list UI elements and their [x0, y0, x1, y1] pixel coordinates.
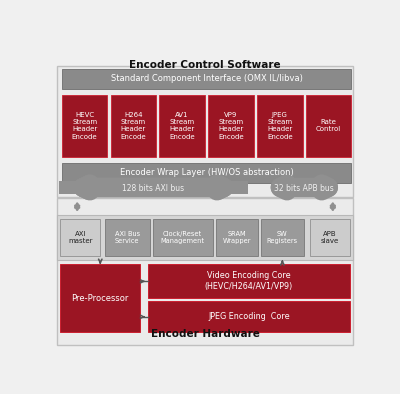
- Text: Encoder Hardware: Encoder Hardware: [150, 329, 260, 339]
- Bar: [159, 95, 205, 157]
- Bar: [62, 69, 351, 89]
- Bar: [105, 219, 150, 256]
- Bar: [62, 163, 351, 183]
- Bar: [216, 219, 258, 256]
- Text: JPEG Encoding  Core: JPEG Encoding Core: [208, 312, 290, 321]
- Bar: [148, 301, 350, 332]
- Bar: [208, 95, 254, 157]
- Text: SW
Registers: SW Registers: [267, 231, 298, 244]
- Bar: [306, 95, 351, 157]
- Text: Pre-Processor: Pre-Processor: [72, 294, 129, 303]
- Bar: [57, 215, 353, 260]
- Bar: [110, 95, 156, 157]
- Text: VP9
Stream
Header
Encode: VP9 Stream Header Encode: [218, 112, 244, 140]
- Text: 128 bits AXI bus: 128 bits AXI bus: [122, 184, 184, 193]
- Bar: [310, 219, 350, 256]
- Text: 32 bits APB bus: 32 bits APB bus: [274, 184, 334, 193]
- Bar: [60, 219, 100, 256]
- Text: Encoder Wrap Layer (HW/OS abstraction): Encoder Wrap Layer (HW/OS abstraction): [120, 168, 294, 177]
- Bar: [257, 95, 302, 157]
- Bar: [60, 264, 140, 332]
- Text: JPEG
Stream
Header
Encode: JPEG Stream Header Encode: [267, 112, 292, 140]
- Text: AXI
master: AXI master: [68, 231, 92, 244]
- Bar: [148, 264, 350, 298]
- Text: H264
Stream
Header
Encode: H264 Stream Header Encode: [120, 112, 146, 140]
- Text: AXI Bus
Service: AXI Bus Service: [115, 231, 140, 244]
- Text: Rate
Control: Rate Control: [316, 119, 341, 132]
- Text: Video Encoding Core
(HEVC/H264/AV1/VP9): Video Encoding Core (HEVC/H264/AV1/VP9): [205, 271, 293, 292]
- Text: Encoder Control Software: Encoder Control Software: [129, 59, 281, 70]
- Bar: [57, 198, 353, 344]
- Text: AV1
Stream
Header
Encode: AV1 Stream Header Encode: [169, 112, 195, 140]
- Text: Clock/Reset
Management: Clock/Reset Management: [161, 231, 205, 244]
- Text: HEVC
Stream
Header
Encode: HEVC Stream Header Encode: [72, 112, 98, 140]
- Bar: [62, 95, 108, 157]
- Bar: [261, 219, 304, 256]
- Text: SRAM
Wrapper: SRAM Wrapper: [223, 231, 251, 244]
- Text: Standard Component Interface (OMX IL/libva): Standard Component Interface (OMX IL/lib…: [111, 74, 302, 84]
- Bar: [59, 181, 248, 193]
- Text: APB
slave: APB slave: [321, 231, 339, 244]
- Bar: [57, 66, 353, 197]
- Bar: [153, 219, 213, 256]
